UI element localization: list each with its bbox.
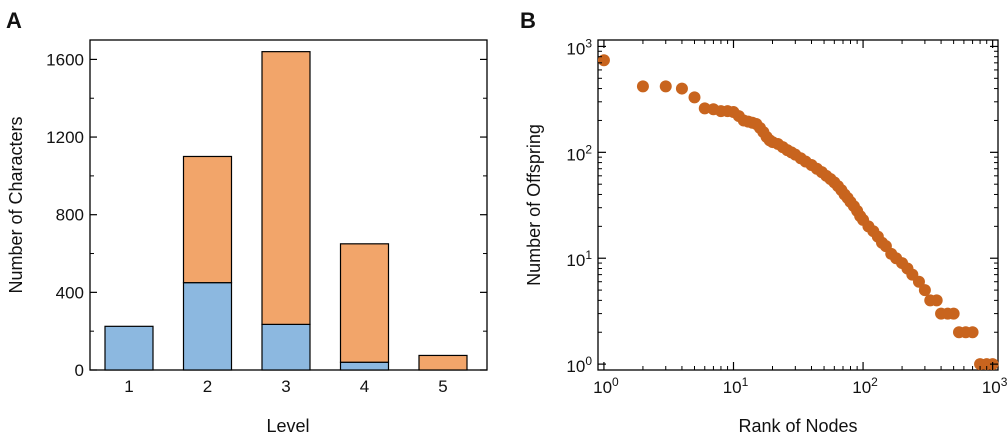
bar-level-3-series-1 xyxy=(261,323,311,371)
scatter-point xyxy=(636,80,649,93)
scatter-point xyxy=(947,307,960,320)
y-tick-label: 101 xyxy=(566,248,592,270)
panel-a-bars xyxy=(104,51,468,371)
panel-b-x-ticks: 100 101 102 103 xyxy=(593,40,1008,397)
y-tick-label: 800 xyxy=(56,206,84,225)
panel-b-x-axis-label: Rank of Nodes xyxy=(738,416,857,436)
panel-a-x-axis-label: Level xyxy=(266,416,309,436)
y-tick-label: 0 xyxy=(75,361,84,380)
panel-b-y-ticks: 100 101 102 103 xyxy=(566,36,998,376)
scatter-point xyxy=(918,284,931,297)
x-tick-label: 102 xyxy=(852,375,878,397)
y-tick-label: 100 xyxy=(566,354,592,376)
panel-b-letter: B xyxy=(520,8,536,33)
scatter-point xyxy=(597,54,610,67)
scatter-point xyxy=(688,91,701,104)
panel-a-y-ticks: 0 400 800 1200 1600 xyxy=(46,50,487,380)
panel-a-y-axis-label: Number of Characters xyxy=(6,116,26,293)
x-tick-label: 4 xyxy=(360,377,369,396)
bar-level-2-series-1 xyxy=(182,282,233,371)
bar-level-3-series-2 xyxy=(261,51,311,325)
y-tick-label: 103 xyxy=(566,36,592,58)
panel-b-points xyxy=(597,54,999,371)
x-tick-label: 1 xyxy=(124,377,133,396)
x-tick-label: 5 xyxy=(438,377,447,396)
scatter-point xyxy=(675,82,688,95)
bar-level-2-series-2 xyxy=(182,155,233,284)
x-tick-label: 100 xyxy=(593,375,619,397)
bar-level-4-series-1 xyxy=(339,361,390,371)
panel-a-letter: A xyxy=(6,8,22,33)
bar-level-4-series-2 xyxy=(339,243,390,363)
y-tick-label: 102 xyxy=(566,142,592,164)
y-tick-label: 400 xyxy=(56,283,84,302)
scatter-point xyxy=(698,102,711,115)
scatter-point xyxy=(912,275,925,288)
panel-b-plot-frame xyxy=(597,39,999,371)
x-tick-label: 103 xyxy=(982,375,1008,397)
panel-a-x-ticks: 1 2 3 4 5 xyxy=(124,377,447,396)
y-tick-label: 1200 xyxy=(46,128,84,147)
scatter-point xyxy=(930,294,943,307)
x-tick-label: 2 xyxy=(203,377,212,396)
bar-level-1-series-1 xyxy=(104,325,154,371)
scatter-point xyxy=(659,80,672,93)
panel-b-y-axis-label: Number of Offspring xyxy=(524,124,544,286)
scatter-point xyxy=(966,326,979,339)
bar-level-5-series-2 xyxy=(418,354,468,371)
y-tick-label: 1600 xyxy=(46,50,84,69)
x-tick-label: 3 xyxy=(281,377,290,396)
x-tick-label: 101 xyxy=(723,375,749,397)
